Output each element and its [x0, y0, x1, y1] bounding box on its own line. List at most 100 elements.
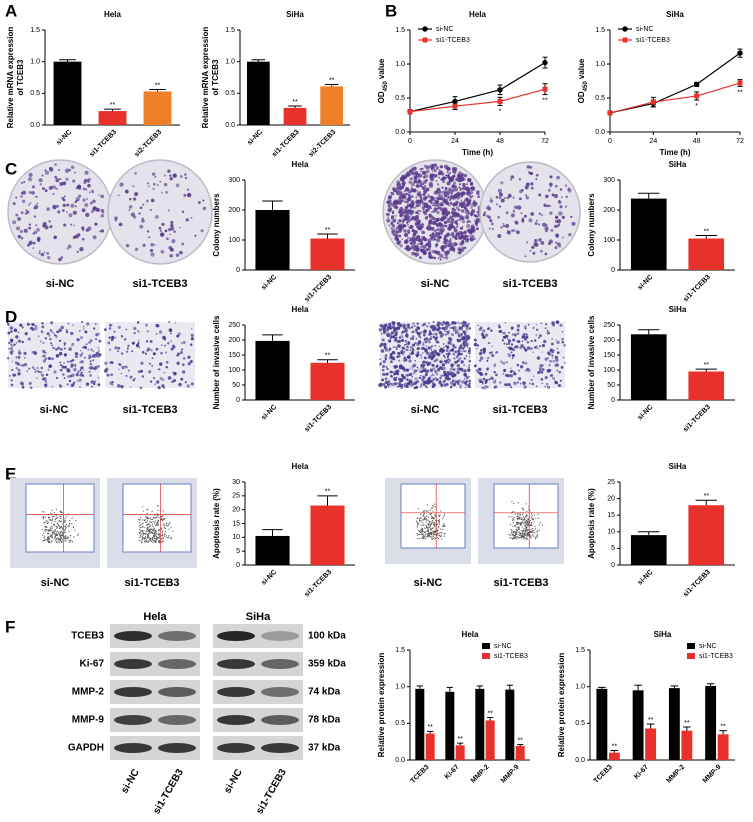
event — [436, 529, 439, 531]
image-label: si-NC — [414, 577, 443, 589]
event — [433, 531, 435, 533]
cell — [427, 347, 430, 350]
cell — [145, 323, 148, 327]
y-axis-label: Relative protein expression — [557, 653, 566, 758]
cell — [418, 340, 422, 344]
cell — [44, 357, 48, 360]
cell — [44, 337, 47, 340]
cell — [447, 323, 451, 327]
y-tick-label: 150 — [603, 352, 615, 359]
event — [442, 517, 444, 520]
event — [52, 524, 55, 526]
event — [50, 527, 52, 529]
colony — [146, 230, 150, 233]
event — [525, 526, 527, 528]
colony — [407, 224, 409, 226]
cell — [387, 379, 391, 383]
event — [47, 516, 50, 518]
colony — [564, 184, 568, 187]
colony — [59, 178, 62, 181]
colony — [445, 250, 450, 255]
legend-marker — [422, 37, 428, 43]
cell — [138, 331, 140, 333]
event — [151, 523, 154, 525]
colony — [147, 185, 150, 188]
cell — [388, 382, 392, 385]
cell — [12, 373, 16, 377]
cell — [406, 345, 409, 349]
event — [431, 521, 433, 523]
colony — [185, 218, 189, 222]
cell — [398, 359, 401, 362]
cell — [512, 338, 516, 342]
event — [512, 531, 514, 533]
colony — [443, 220, 448, 225]
event — [55, 526, 58, 528]
cell — [528, 382, 531, 385]
cell — [55, 348, 58, 351]
event — [523, 536, 525, 538]
significance: ** — [427, 724, 433, 731]
colony — [554, 219, 558, 223]
cell — [509, 370, 513, 373]
event — [428, 535, 430, 537]
cell — [134, 328, 136, 330]
event — [140, 516, 142, 519]
cell — [82, 328, 85, 330]
cell — [63, 361, 66, 364]
cell — [108, 327, 112, 330]
colony — [139, 224, 144, 229]
event — [533, 521, 535, 523]
event — [146, 521, 148, 523]
event — [517, 513, 519, 515]
colony — [398, 227, 403, 232]
colony — [535, 178, 538, 181]
colony — [453, 187, 459, 192]
cell — [412, 382, 415, 386]
colony — [404, 210, 408, 214]
cell — [450, 386, 453, 389]
significance: ** — [487, 710, 493, 717]
y-tick-label: 10 — [607, 529, 615, 536]
event — [165, 525, 167, 527]
event — [524, 530, 526, 532]
cell — [523, 385, 527, 389]
colony — [129, 198, 132, 201]
cell — [111, 383, 114, 386]
event — [427, 516, 430, 518]
cell — [486, 385, 489, 388]
cell — [34, 371, 37, 374]
colony — [24, 212, 27, 215]
colony — [413, 233, 417, 237]
cell — [463, 378, 466, 380]
cell — [45, 383, 48, 386]
colony — [560, 196, 563, 199]
event — [153, 539, 156, 542]
event — [64, 517, 66, 519]
cell — [448, 377, 451, 381]
cell — [117, 325, 121, 329]
event — [423, 509, 425, 512]
colony — [394, 234, 397, 237]
colony — [431, 236, 436, 241]
event — [519, 517, 521, 519]
colony — [410, 209, 415, 215]
event — [536, 536, 538, 538]
colony — [418, 191, 421, 194]
colony — [425, 242, 429, 247]
cell — [7, 331, 11, 335]
colony — [38, 178, 43, 183]
cell — [176, 354, 179, 357]
event — [51, 525, 53, 527]
event — [162, 540, 164, 542]
blot-band — [158, 659, 196, 669]
event — [75, 519, 77, 522]
event — [148, 537, 150, 539]
event — [416, 525, 419, 527]
colony — [455, 206, 459, 210]
cell — [13, 328, 18, 333]
event — [146, 529, 149, 531]
event — [438, 519, 441, 521]
cells — [6, 320, 102, 390]
